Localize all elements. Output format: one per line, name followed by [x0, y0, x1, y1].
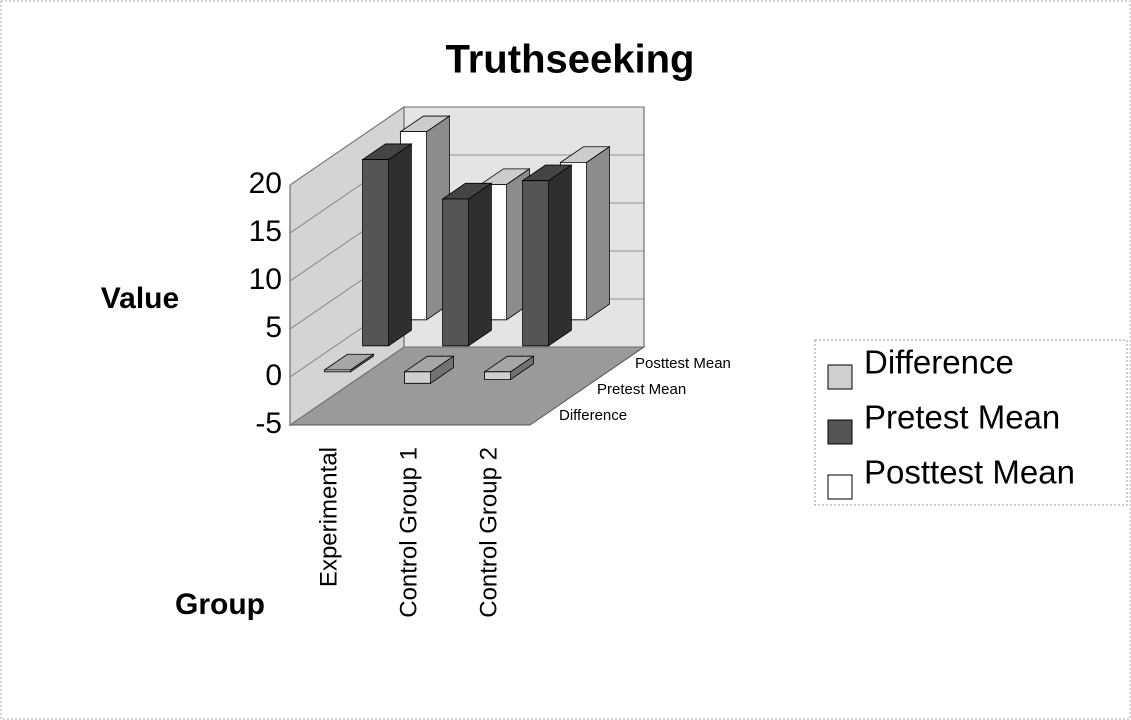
bar-side — [548, 164, 572, 347]
y-tick-label: 0 — [265, 359, 282, 392]
depth-label: Difference — [559, 407, 627, 424]
legend-label: Posttest Mean — [864, 454, 1075, 491]
legend-label: Pretest Mean — [864, 399, 1060, 436]
bar — [404, 371, 432, 384]
grid-line — [289, 346, 644, 426]
bar — [522, 180, 549, 347]
legend-swatch — [827, 364, 853, 390]
y-tick-label: 15 — [249, 215, 282, 248]
legend-box — [814, 339, 1128, 506]
y-tick-label: -5 — [255, 407, 282, 440]
x-tick-label: Experimental — [315, 447, 342, 587]
x-tick-label: Control Group 2 — [475, 447, 502, 618]
bar-side — [388, 143, 412, 347]
bar — [442, 198, 470, 347]
legend-swatch — [827, 474, 853, 500]
bar-side — [586, 146, 610, 321]
y-tick-label: 20 — [249, 167, 282, 200]
y-tick-label: 10 — [249, 263, 282, 296]
depth-label: Posttest Mean — [635, 355, 731, 372]
grid-line — [289, 106, 644, 186]
chart-title: Truthseeking — [446, 38, 695, 82]
bar — [362, 159, 390, 347]
bar — [324, 369, 352, 373]
bar — [484, 371, 512, 380]
bar-side — [468, 182, 492, 347]
legend-swatch — [827, 419, 853, 445]
legend-label: Difference — [864, 344, 1014, 381]
depth-label: Pretest Mean — [597, 381, 686, 398]
x-tick-label: Control Group 1 — [395, 447, 422, 618]
x-axis-title: Group — [175, 588, 265, 621]
y-tick-label: 5 — [265, 311, 282, 344]
y-axis-title: Value — [101, 282, 179, 315]
